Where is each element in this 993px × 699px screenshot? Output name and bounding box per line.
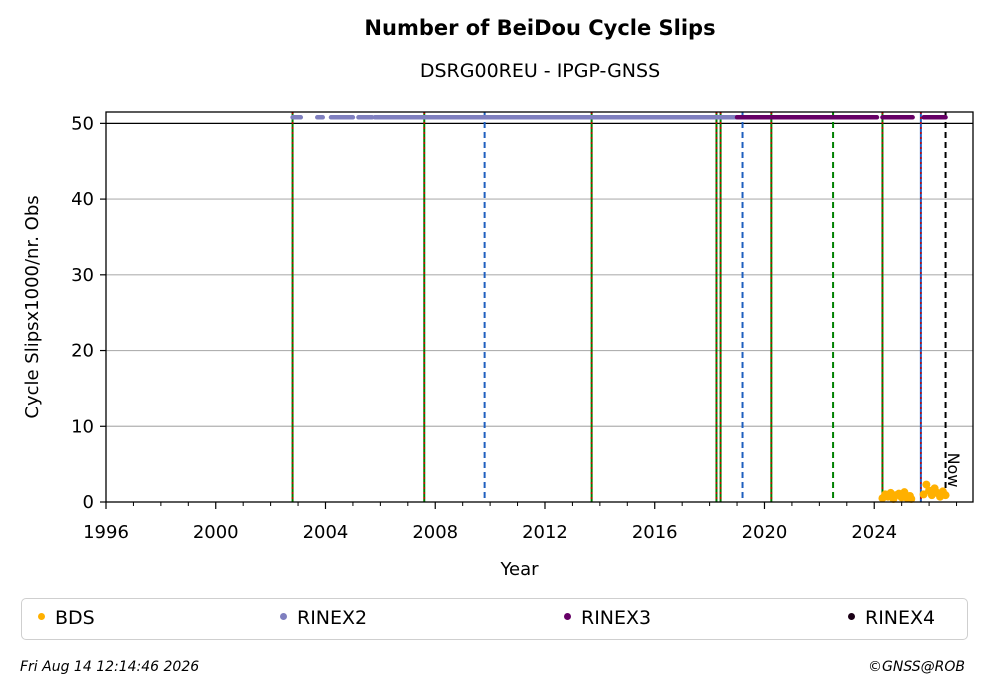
legend-marker-rinex4 <box>848 613 855 620</box>
legend-label-bds: BDS <box>55 607 95 629</box>
footer-timestamp: Fri Aug 14 12:14:46 2026 <box>20 659 200 675</box>
legend-marker-bds <box>38 613 45 620</box>
chart-area: Now 0 10 20 30 40 50 1996 2000 2004 2008 2012 2016 20… <box>22 111 974 580</box>
x-tick-label: 2000 <box>193 522 239 543</box>
chart-subtitle: DSRG00REU - IPGP-GNSS <box>419 60 661 82</box>
point-bds <box>907 494 916 503</box>
legend-item-bds: BDS <box>38 607 95 629</box>
y-tick-label: 50 <box>71 113 94 134</box>
legend: BDS RINEX2 RINEX3 RINEX4 <box>21 598 968 640</box>
legend-label-rinex4: RINEX4 <box>865 607 936 629</box>
y-tick-label: 20 <box>71 341 94 362</box>
now-label: Now <box>944 453 963 488</box>
footer-copyright: ©GNSS@ROB <box>868 659 965 675</box>
legend-item-rinex3: RINEX3 <box>564 607 651 629</box>
y-tick-label: 40 <box>71 189 94 210</box>
y-tick-label: 10 <box>71 416 94 437</box>
x-tick-label: 2016 <box>632 522 678 543</box>
legend-marker-rinex2 <box>280 613 287 620</box>
point-bds <box>922 480 931 489</box>
x-tick-label: 2024 <box>851 522 897 543</box>
y-tick-label: 0 <box>83 492 94 513</box>
legend-item-rinex4: RINEX4 <box>848 607 935 629</box>
x-tick-label: 2012 <box>522 522 568 543</box>
x-tick-label: 2020 <box>742 522 788 543</box>
legend-item-rinex2: RINEX2 <box>280 607 367 629</box>
legend-label-rinex3: RINEX3 <box>581 607 652 629</box>
chart-title: Number of BeiDou Cycle Slips <box>364 16 716 40</box>
x-tick-label: 2004 <box>303 522 349 543</box>
x-tick-label: 2008 <box>412 522 458 543</box>
x-axis-label: Year <box>499 559 539 580</box>
legend-marker-rinex3 <box>564 613 571 620</box>
legend-label-rinex2: RINEX2 <box>297 607 368 629</box>
x-tick-label: 1996 <box>83 522 129 543</box>
plot-frame <box>105 111 974 503</box>
y-axis-label: Cycle Slipsx1000/nr. Obs <box>22 195 43 418</box>
point-bds <box>941 491 950 500</box>
y-tick-label: 30 <box>71 265 94 286</box>
